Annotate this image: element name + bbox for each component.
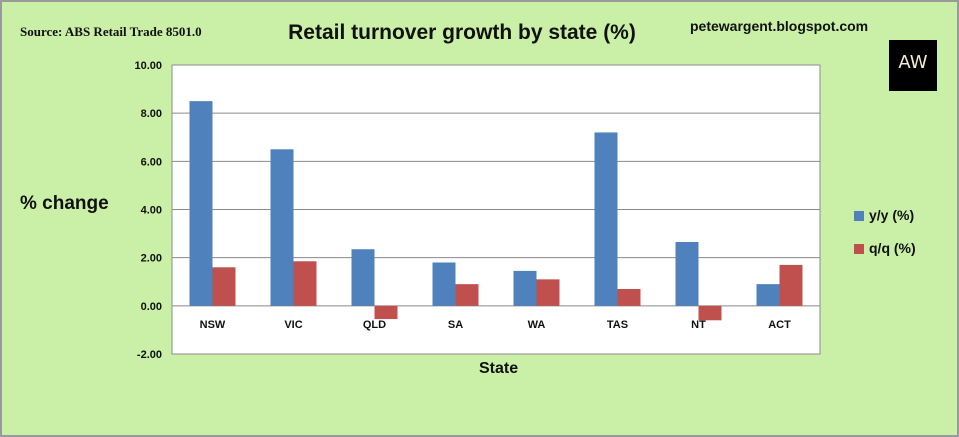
bar-qq	[455, 284, 479, 306]
bar-qq	[698, 305, 722, 321]
x-axis-label: State	[479, 360, 519, 377]
bar-yy	[594, 132, 618, 306]
legend-label-qq: q/q (%)	[869, 240, 916, 256]
bar-qq	[536, 279, 560, 306]
y-tick-label: 8.00	[141, 108, 162, 120]
bar-yy	[513, 270, 537, 306]
x-tick-label: WA	[528, 319, 546, 331]
bar-yy	[432, 262, 456, 306]
bar-yy	[189, 101, 213, 306]
bar-yy	[270, 149, 294, 306]
x-tick-label: NT	[691, 319, 706, 331]
bar-qq	[293, 261, 317, 306]
y-tick-label: 10.00	[134, 60, 162, 72]
x-tick-label: QLD	[363, 319, 386, 331]
bar-qq	[212, 267, 236, 306]
x-tick-label: SA	[448, 319, 463, 331]
legend-label-yy: y/y (%)	[869, 207, 915, 223]
y-tick-label: 6.00	[141, 156, 162, 168]
bar-qq	[374, 305, 398, 320]
bar-qq	[617, 288, 641, 306]
bar-yy	[351, 249, 375, 306]
source-note: Source: ABS Retail Trade 8501.0	[20, 24, 202, 39]
x-tick-label: NSW	[200, 319, 226, 331]
y-tick-label: 2.00	[141, 253, 162, 265]
x-tick-label: TAS	[607, 319, 628, 331]
blog-url: petewargent.blogspot.com	[690, 18, 869, 34]
y-tick-label: 4.00	[141, 205, 162, 217]
x-tick-label: VIC	[284, 319, 302, 331]
legend-swatch-yy	[854, 211, 864, 221]
y-tick-label: 0.00	[141, 301, 162, 313]
bar-qq	[779, 264, 803, 306]
x-tick-label: ACT	[768, 319, 791, 331]
y-axis-label: % change	[20, 193, 109, 214]
aw-logo: AW	[889, 40, 937, 91]
legend-swatch-qq	[854, 244, 864, 254]
chart-title: Retail turnover growth by state (%)	[288, 21, 636, 44]
bar-yy	[756, 284, 780, 306]
y-tick-label: -2.00	[137, 349, 162, 361]
bar-yy	[675, 242, 699, 306]
logo-text: AW	[898, 52, 928, 73]
